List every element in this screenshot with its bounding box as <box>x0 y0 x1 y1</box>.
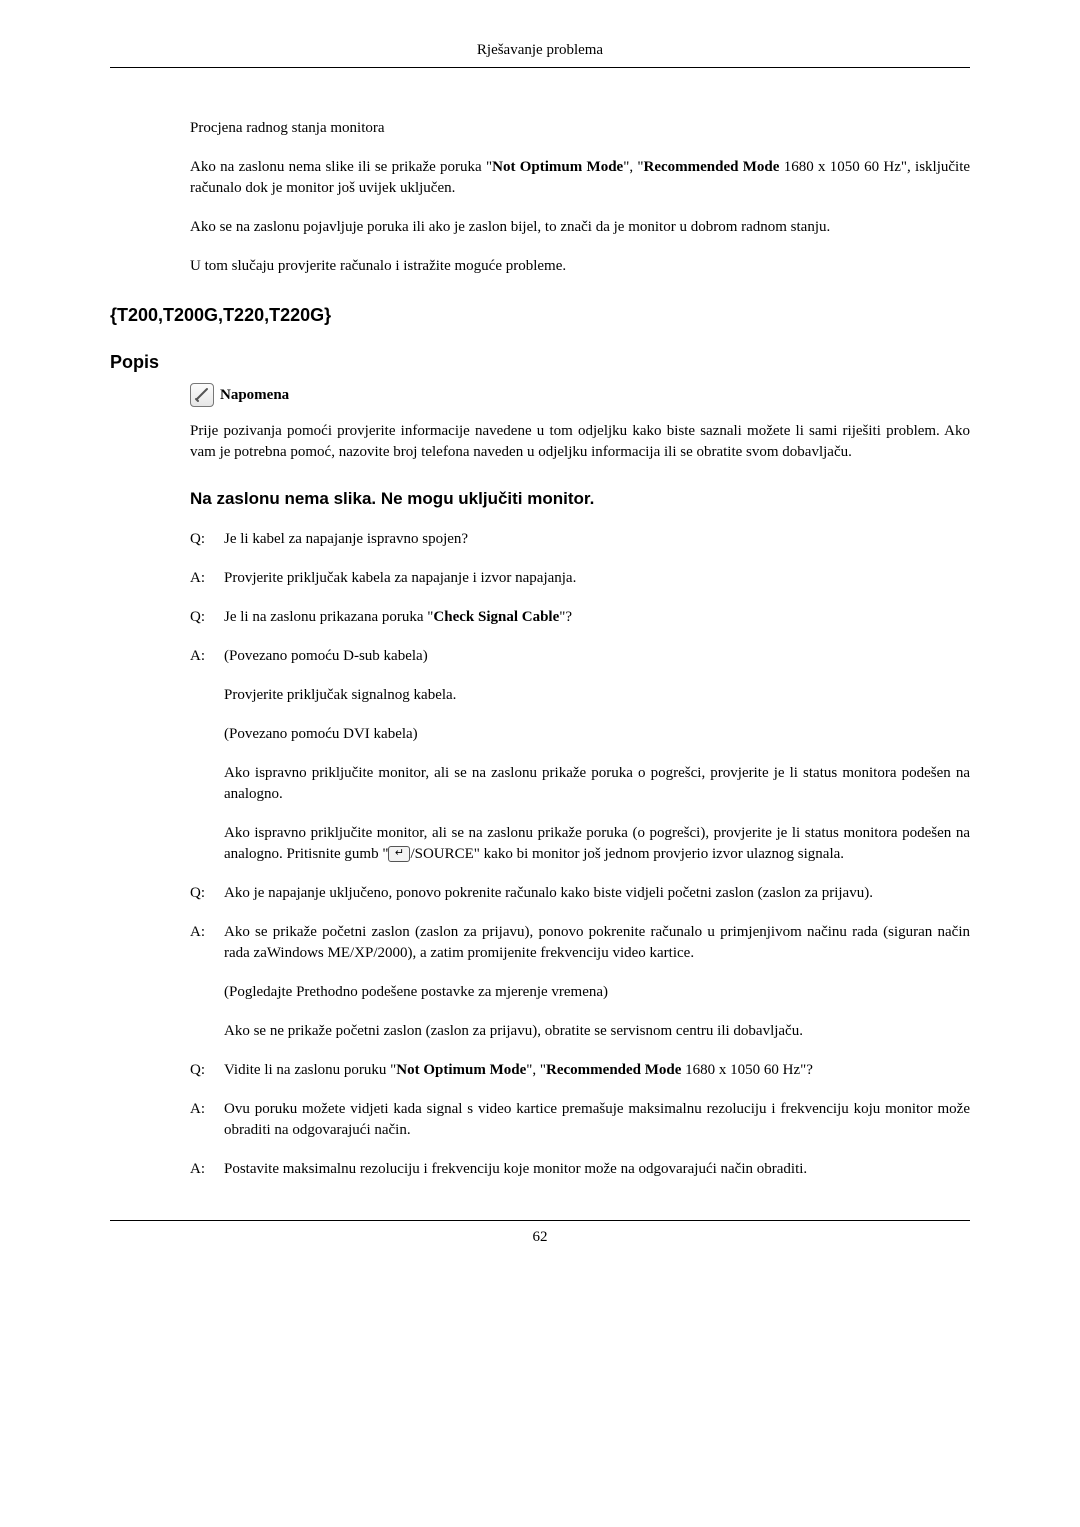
qa-body: Provjerite priključak kabela za napajanj… <box>224 568 970 589</box>
a3-p1: Ako se prikaže početni zaslon (zaslon za… <box>224 922 970 964</box>
note-row: Napomena <box>190 383 970 407</box>
intro-p2: Ako na zaslonu nema slike ili se prikaže… <box>190 157 970 199</box>
enter-key-icon: ↵ <box>388 846 410 862</box>
a2-p1: (Povezano pomoću D-sub kabela) <box>224 646 970 667</box>
qa-label: A: <box>190 1159 224 1180</box>
qa-label: Q: <box>190 1060 224 1081</box>
qa-label: Q: <box>190 529 224 550</box>
page-header: Rješavanje problema <box>110 40 970 68</box>
note-icon <box>190 383 214 407</box>
qa-body: Ako se prikaže početni zaslon (zaslon za… <box>224 922 970 1042</box>
models-heading: {T200,T200G,T220,T220G} <box>110 303 970 328</box>
a2-p2: Provjerite priključak signalnog kabela. <box>224 685 970 706</box>
a2-p5: Ako ispravno priključite monitor, ali se… <box>224 823 970 865</box>
page-number: 62 <box>533 1229 548 1245</box>
a2-p4: Ako ispravno priključite monitor, ali se… <box>224 763 970 805</box>
text: 1680 x 1050 60 Hz"? <box>681 1062 813 1078</box>
a2-p3: (Povezano pomoću DVI kabela) <box>224 724 970 745</box>
qa-q3: Q: Ako je napajanje uključeno, ponovo po… <box>190 883 970 904</box>
text: Ako na zaslonu nema slike ili se prikaže… <box>190 159 492 175</box>
qa-body: Ovu poruku možete vidjeti kada signal s … <box>224 1099 970 1141</box>
qa-body: Je li na zaslonu prikazana poruka "Check… <box>224 607 970 628</box>
popis-block: Napomena Prije pozivanja pomoći provjeri… <box>190 383 970 1180</box>
qa-label: A: <box>190 568 224 589</box>
qa-label: Q: <box>190 607 224 628</box>
text: "? <box>559 609 572 625</box>
bold-text: Not Optimum Mode <box>396 1062 526 1078</box>
qa-label: A: <box>190 922 224 1042</box>
qa-body: (Povezano pomoću D-sub kabela) Provjerit… <box>224 646 970 865</box>
bold-text: Recommended Mode <box>644 159 780 175</box>
text: Je li na zaslonu prikazana poruka " <box>224 609 433 625</box>
qa-q4: Q: Vidite li na zaslonu poruku "Not Opti… <box>190 1060 970 1081</box>
bold-text: Check Signal Cable <box>433 609 559 625</box>
sub-heading: Na zaslonu nema slika. Ne mogu uključiti… <box>190 487 970 511</box>
qa-q2: Q: Je li na zaslonu prikazana poruka "Ch… <box>190 607 970 628</box>
bold-text: Not Optimum Mode <box>492 159 623 175</box>
intro-p1: Procjena radnog stanja monitora <box>190 118 970 139</box>
bold-text: Recommended Mode <box>546 1062 681 1078</box>
qa-q1: Q: Je li kabel za napajanje ispravno spo… <box>190 529 970 550</box>
text: ", " <box>623 159 643 175</box>
qa-label: A: <box>190 1099 224 1141</box>
qa-body: Ako je napajanje uključeno, ponovo pokre… <box>224 883 970 904</box>
text: Vidite li na zaslonu poruku " <box>224 1062 396 1078</box>
intro-block: Procjena radnog stanja monitora Ako na z… <box>190 118 970 277</box>
note-text: Prije pozivanja pomoći provjerite inform… <box>190 421 970 463</box>
intro-p4: U tom slučaju provjerite računalo i istr… <box>190 256 970 277</box>
header-title: Rješavanje problema <box>477 42 603 58</box>
qa-a5: A: Postavite maksimalnu rezoluciju i fre… <box>190 1159 970 1180</box>
intro-p3: Ako se na zaslonu pojavljuje poruka ili … <box>190 217 970 238</box>
text: /SOURCE" kako bi monitor još jednom prov… <box>410 846 844 862</box>
popis-heading: Popis <box>110 350 970 375</box>
qa-a1: A: Provjerite priključak kabela za napaj… <box>190 568 970 589</box>
a3-p2: (Pogledajte Prethodno podešene postavke … <box>224 982 970 1003</box>
qa-body: Je li kabel za napajanje ispravno spojen… <box>224 529 970 550</box>
qa-a2: A: (Povezano pomoću D-sub kabela) Provje… <box>190 646 970 865</box>
qa-label: A: <box>190 646 224 865</box>
page-footer: 62 <box>110 1220 970 1248</box>
note-label: Napomena <box>220 385 289 406</box>
qa-body: Vidite li na zaslonu poruku "Not Optimum… <box>224 1060 970 1081</box>
text: ", " <box>526 1062 546 1078</box>
qa-label: Q: <box>190 883 224 904</box>
a3-p3: Ako se ne prikaže početni zaslon (zaslon… <box>224 1021 970 1042</box>
qa-a4: A: Ovu poruku možete vidjeti kada signal… <box>190 1099 970 1141</box>
qa-body: Postavite maksimalnu rezoluciju i frekve… <box>224 1159 970 1180</box>
qa-a3: A: Ako se prikaže početni zaslon (zaslon… <box>190 922 970 1042</box>
